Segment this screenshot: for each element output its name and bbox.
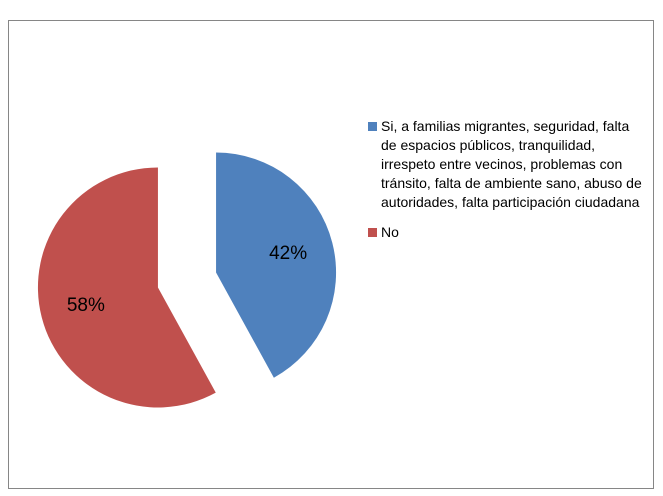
pie-slice	[37, 167, 216, 408]
legend-item: No	[368, 223, 643, 242]
data-label: 58%	[67, 295, 105, 316]
legend-swatch	[368, 228, 377, 237]
legend-item: Si, a familias migrantes, seguridad, fal…	[368, 117, 643, 212]
legend-label: Si, a familias migrantes, seguridad, fal…	[381, 118, 642, 210]
legend-swatch	[368, 122, 377, 131]
pie-slice	[216, 152, 337, 378]
data-label: 42%	[269, 243, 307, 264]
legend-label: No	[381, 224, 399, 240]
chart-frame	[8, 20, 654, 489]
